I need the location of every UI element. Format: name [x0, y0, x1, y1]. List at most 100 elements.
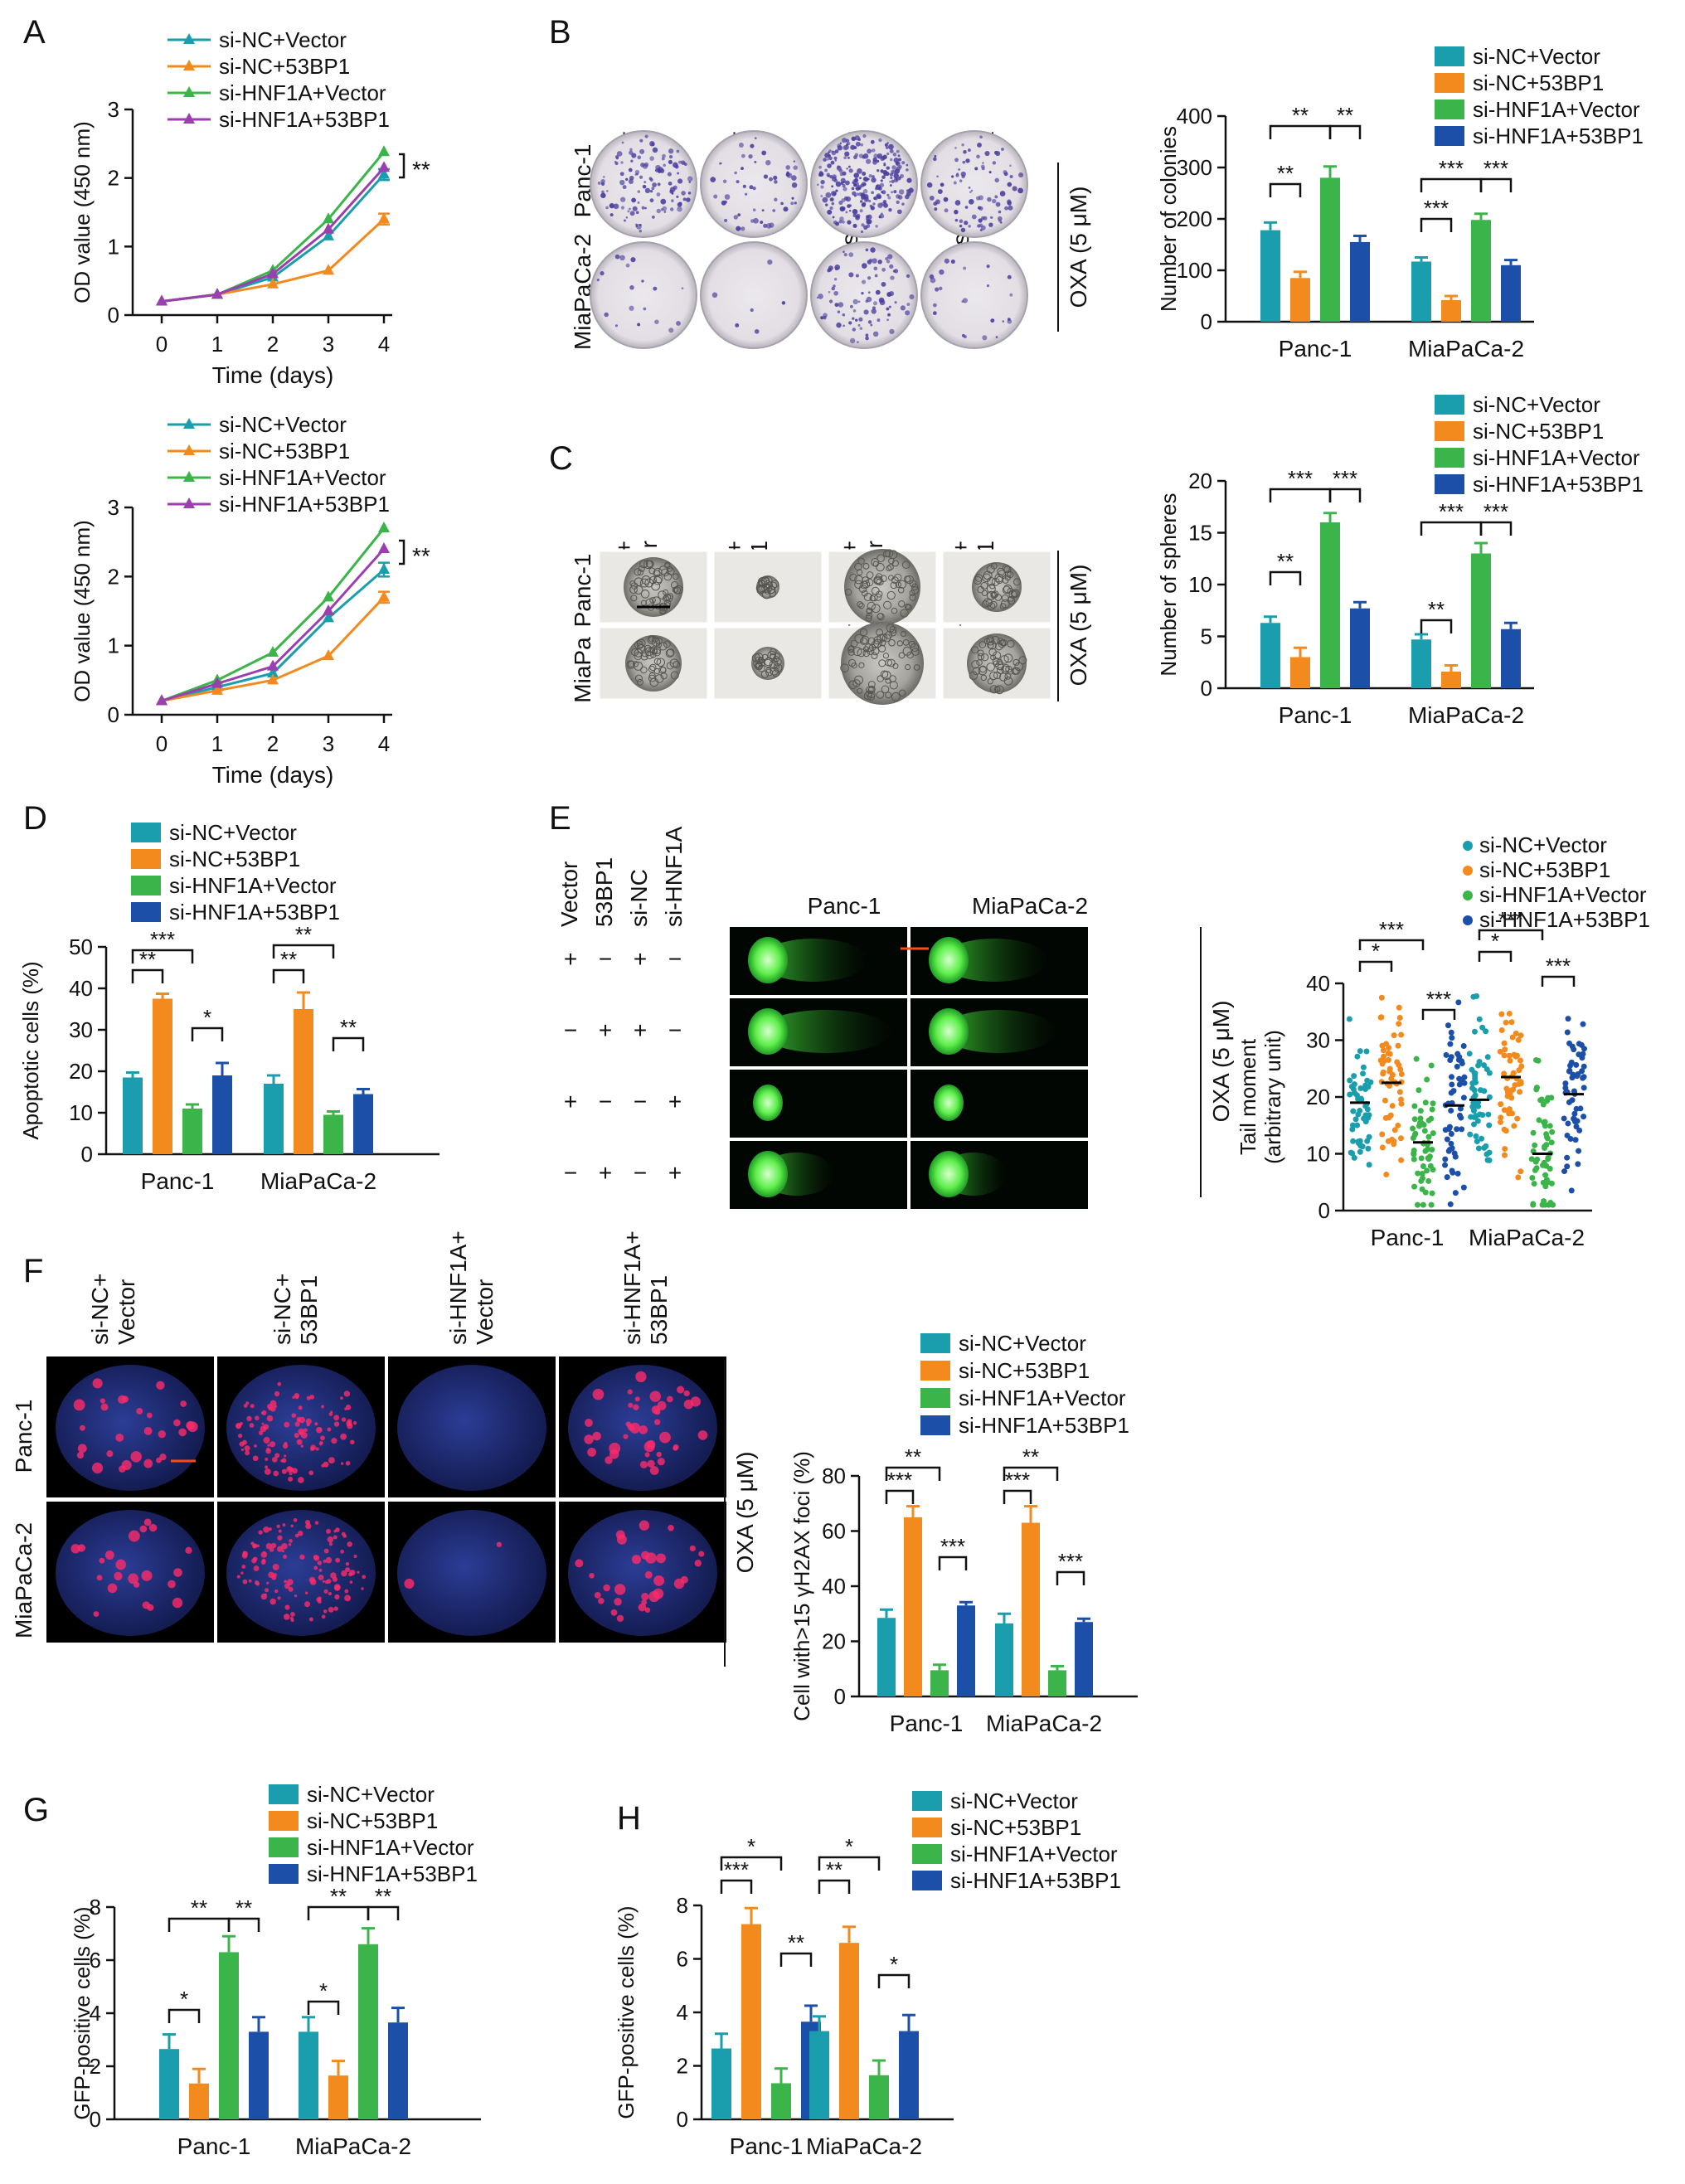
- sphere-cell: [991, 635, 1000, 645]
- colony-dot: [857, 168, 862, 174]
- scatter-point: [1355, 1111, 1362, 1118]
- colony-dot: [883, 163, 886, 167]
- immunofluorescence-image: [46, 1502, 214, 1643]
- gamma-h2ax-focus: [244, 1445, 250, 1452]
- gamma-h2ax-focus: [289, 1616, 294, 1620]
- sphere-cell: [971, 646, 979, 654]
- colony-dot: [847, 220, 852, 225]
- scatter-point: [1471, 1087, 1478, 1094]
- colony-dot: [737, 213, 741, 217]
- colony-dot: [867, 291, 871, 294]
- sphere-cell: [660, 672, 668, 680]
- colony-dot: [889, 180, 891, 183]
- gamma-h2ax-focus: [653, 1575, 665, 1586]
- scatter-point: [1476, 1016, 1483, 1022]
- x-category-label: Panc-1: [730, 2133, 804, 2159]
- colony-dot: [893, 158, 899, 163]
- gamma-h2ax-focus: [308, 1617, 313, 1622]
- colony-dot: [861, 223, 865, 227]
- gamma-h2ax-focus: [254, 1415, 260, 1421]
- bar-panc-1-0: [711, 2048, 731, 2119]
- gamma-h2ax-focus: [698, 1551, 705, 1557]
- colony-dot: [820, 195, 823, 197]
- comet-column-header: Panc-1: [808, 893, 881, 919]
- bar-panc-1-0: [123, 1077, 143, 1154]
- significance-bracket: [1420, 619, 1453, 633]
- scatter-point: [1415, 1201, 1421, 1208]
- scatter-point: [1442, 1127, 1449, 1133]
- gamma-h2ax-focus: [575, 1559, 584, 1568]
- y-tick-label: 60: [822, 1519, 846, 1544]
- gamma-h2ax-focus: [320, 1435, 325, 1441]
- comet-sign: +: [564, 1089, 577, 1114]
- gamma-h2ax-focus: [261, 1422, 265, 1425]
- colony-dot: [982, 162, 984, 164]
- sphere-cell: [993, 651, 1002, 660]
- gamma-h2ax-focus: [659, 1431, 671, 1444]
- colony-dot: [881, 190, 886, 195]
- panel-label-a: A: [23, 14, 46, 51]
- sphere-cell: [648, 672, 656, 680]
- scatter-point: [1422, 1189, 1429, 1196]
- colony-dot: [872, 301, 878, 306]
- x-category-label: MiaPaCa-2: [1469, 1225, 1585, 1250]
- gamma-h2ax-focus: [284, 1441, 288, 1445]
- immunofluorescence-image: [217, 1502, 385, 1643]
- y-tick-label: 20: [1306, 1085, 1330, 1109]
- gamma-h2ax-focus: [328, 1606, 334, 1613]
- gamma-h2ax-focus: [261, 1410, 267, 1415]
- gamma-h2ax-focus: [282, 1554, 288, 1559]
- significance-stars: ***: [1426, 987, 1451, 1012]
- colony-dot: [635, 211, 639, 215]
- colony-dot: [854, 177, 858, 182]
- scatter-point: [1531, 1181, 1537, 1187]
- sphere-cell: [911, 648, 920, 656]
- legend-swatch: [1435, 474, 1464, 494]
- gamma-h2ax-focus: [644, 1570, 653, 1579]
- scatter-point: [1413, 1056, 1420, 1062]
- colony-dot: [735, 323, 740, 328]
- sphere-cell: [651, 648, 658, 655]
- scatter-point: [1417, 1115, 1424, 1122]
- gamma-h2ax-focus: [268, 1527, 272, 1531]
- scatter-point: [1424, 1076, 1430, 1083]
- significance-bracket: [1420, 217, 1453, 232]
- scatter-point: [1419, 1171, 1425, 1177]
- colony-dot: [929, 274, 935, 279]
- gamma-h2ax-focus: [73, 1399, 85, 1411]
- colony-dot: [870, 206, 875, 211]
- scatter-point: [1380, 1047, 1386, 1054]
- colony-dot: [932, 311, 937, 316]
- legend-entry-label: si-HNF1A+Vector: [1479, 882, 1647, 907]
- colony-dot: [878, 138, 882, 143]
- scatter-point: [1528, 1156, 1535, 1162]
- y-tick-label: 3: [108, 495, 119, 520]
- sphere-cell: [653, 575, 663, 585]
- colony-dot: [862, 171, 867, 176]
- culture-dish: [700, 130, 808, 238]
- gamma-h2ax-focus: [342, 1534, 347, 1538]
- colony-dot: [853, 155, 857, 160]
- colony-dot: [847, 141, 851, 146]
- colony-dot: [879, 182, 885, 187]
- sphere-cell: [673, 661, 681, 668]
- sphere-cell: [900, 631, 907, 638]
- colony-dot: [673, 162, 678, 168]
- sphere-cell: [880, 670, 889, 678]
- x-tick-label: 4: [378, 332, 390, 357]
- gamma-h2ax-focus: [249, 1423, 255, 1428]
- colony-dot: [619, 172, 624, 177]
- scatter-point: [1510, 1086, 1517, 1093]
- colony-dot: [825, 203, 828, 206]
- colony-dot: [629, 207, 631, 211]
- colony-dot: [850, 144, 856, 150]
- scatter-point: [1506, 1010, 1513, 1017]
- scatter-point: [1513, 1030, 1519, 1036]
- colony-dot: [832, 216, 835, 219]
- significance-stars: **: [1022, 1444, 1039, 1469]
- gamma-h2ax-focus: [643, 1441, 655, 1453]
- scatter-point: [1497, 1119, 1503, 1125]
- colony-dot: [935, 287, 940, 292]
- comet-tail: [940, 939, 1048, 982]
- colony-dot: [954, 147, 957, 149]
